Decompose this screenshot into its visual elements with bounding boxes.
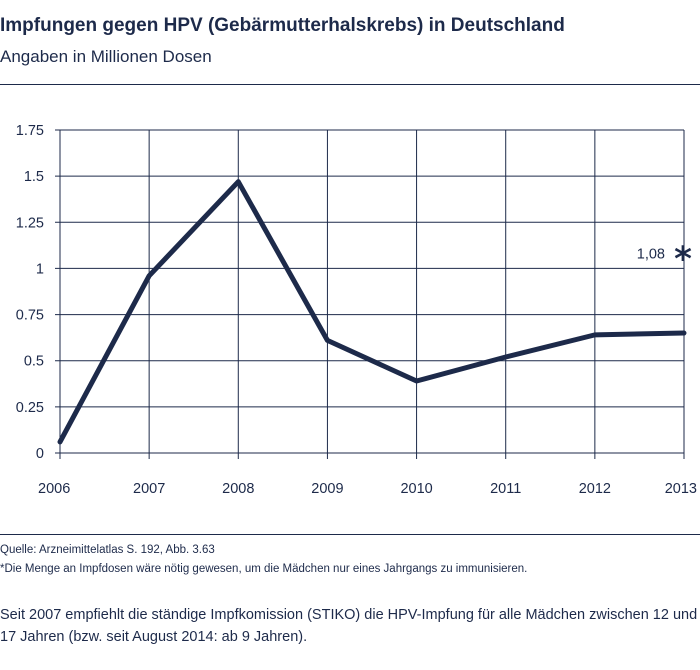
chart-subtitle: Angaben in Millionen Dosen bbox=[0, 47, 212, 66]
body-text: Seit 2007 empfiehlt die ständige Impfkom… bbox=[0, 607, 698, 645]
y-tick-label: 1 bbox=[36, 261, 44, 277]
x-tick-label: 2009 bbox=[311, 481, 343, 497]
footnote: *Die Menge an Impfdosen wäre nötig gewes… bbox=[0, 563, 528, 575]
annotation-value: 1,08 bbox=[637, 247, 665, 263]
x-tick-label: 2006 bbox=[38, 481, 70, 497]
chart-title: Impfungen gegen HPV (Gebärmutterhalskreb… bbox=[0, 15, 565, 36]
grid-lines bbox=[55, 129, 685, 459]
y-tick-label: 0.75 bbox=[16, 308, 44, 324]
x-tick-label: 2010 bbox=[400, 481, 432, 497]
x-tick-label: 2007 bbox=[133, 481, 165, 497]
x-tick-label: 2012 bbox=[579, 481, 611, 497]
line-chart: 0 0.25 0.5 0.75 1 1.25 1.5 1.75 2006 2007 2008 2009… bbox=[16, 123, 697, 497]
annotation-asterisk-icon: * bbox=[674, 240, 692, 280]
y-tick-label: 0 bbox=[36, 446, 44, 462]
y-tick-label: 0.25 bbox=[16, 400, 44, 416]
series-line bbox=[57, 179, 687, 445]
y-tick-label: 1.5 bbox=[24, 169, 44, 185]
y-tick-label: 1.25 bbox=[16, 215, 44, 231]
x-tick-label: 2008 bbox=[222, 481, 254, 497]
annotation-layer: 1,08 * bbox=[637, 240, 692, 280]
y-tick-label: 0.5 bbox=[24, 354, 44, 370]
divider-bottom bbox=[0, 534, 700, 535]
divider-top bbox=[0, 84, 700, 85]
x-tick-label: 2013 bbox=[665, 481, 697, 497]
axis-labels: 0 0.25 0.5 0.75 1 1.25 1.5 1.75 2006 2007 2008 2009… bbox=[16, 123, 697, 497]
series-layer bbox=[57, 179, 687, 445]
source-note: Quelle: Arzneimittelatlas S. 192, Abb. 3… bbox=[0, 544, 215, 556]
y-tick-label: 1.75 bbox=[16, 123, 44, 139]
x-tick-label: 2011 bbox=[490, 481, 521, 497]
